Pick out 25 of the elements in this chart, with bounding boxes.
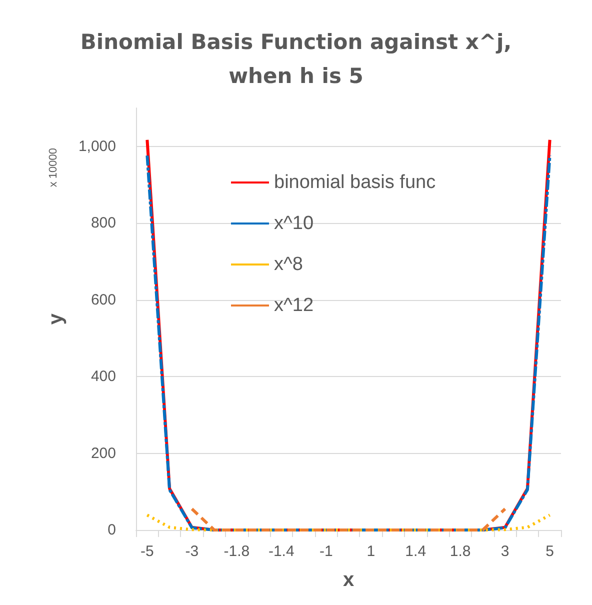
y-tick-label: 400 (90, 368, 116, 386)
y-tick-label: 1,000 (78, 138, 116, 155)
text: x 10000 (48, 148, 60, 188)
chart-title: Binomial Basis Function against x^j, when h is 5 (80, 30, 512, 88)
y-axis-title: y (45, 312, 67, 325)
x-tick-label: -1 (319, 543, 333, 560)
line-series (146, 514, 552, 532)
x-axis-title: x (342, 569, 354, 591)
legend-label: binomial basis func (274, 172, 436, 193)
x-tick-label: 1.4 (405, 543, 426, 560)
x-tick-label: -1.8 (224, 543, 250, 560)
y-tick-label: 800 (90, 214, 116, 232)
legend-label: x^10 (274, 213, 314, 234)
x-tick-label: -5 (140, 543, 154, 560)
x-tick-label: -1.4 (268, 543, 294, 560)
x-tick-label: 5 (546, 543, 554, 560)
x-tick-label: 3 (500, 543, 510, 560)
y-tick-label: 600 (90, 291, 116, 308)
x-tick-label: 1 (366, 543, 376, 560)
y-tick-label: 200 (90, 444, 116, 462)
x-tick-label: -3 (185, 543, 199, 560)
legend-label: x^8 (274, 254, 303, 275)
x-tick-label: 1.8 (450, 543, 471, 560)
y-tick-label: 0 (108, 522, 116, 538)
legend-label: x^12 (274, 295, 314, 316)
